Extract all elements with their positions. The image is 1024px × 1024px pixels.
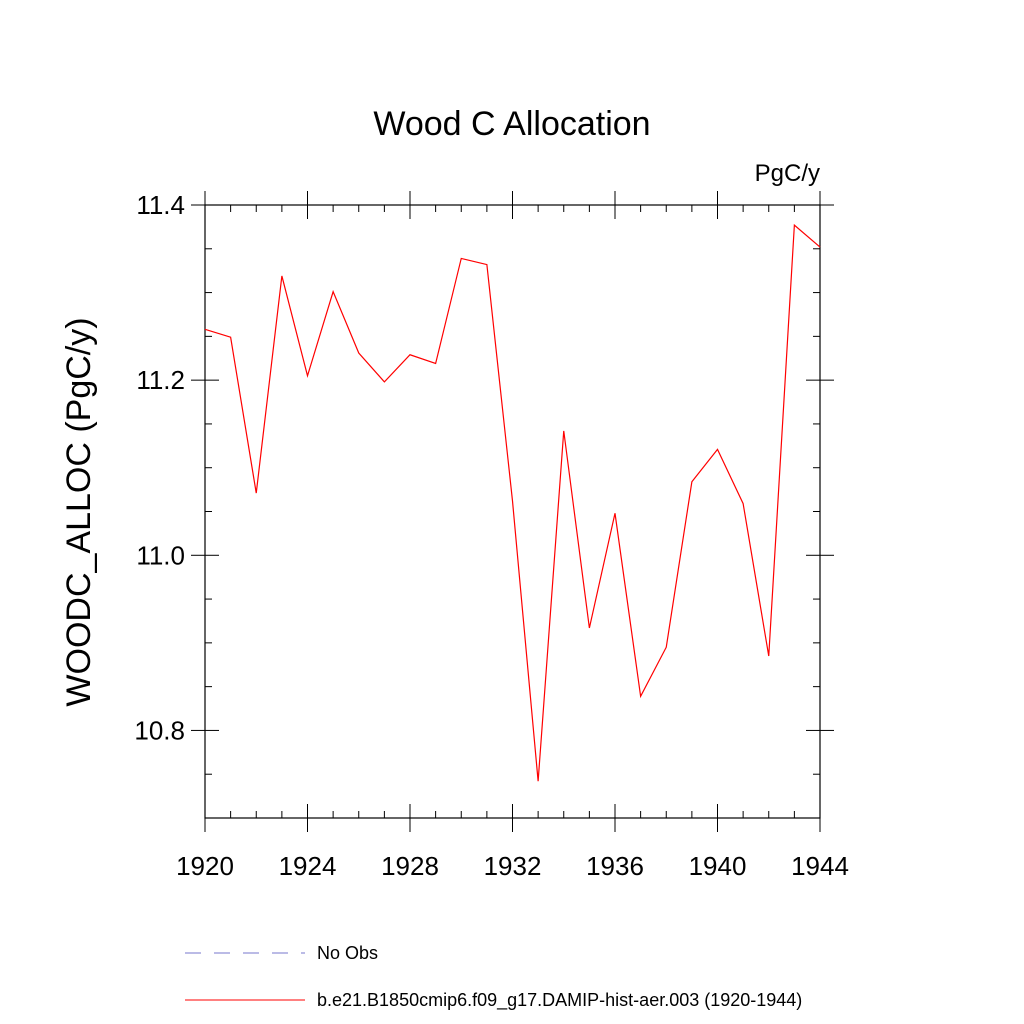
chart-title: Wood C Allocation (373, 105, 650, 143)
units-label: PgC/y (755, 160, 820, 187)
y-tick-label: 10.8 (134, 715, 185, 745)
y-tick-label: 11.4 (136, 190, 185, 220)
y-axis-label: WOODC_ALLOC (PgC/y) (60, 317, 98, 706)
y-tick-label: 11.2 (136, 365, 185, 395)
legend-label: b.e21.B1850cmip6.f09_g17.DAMIP-hist-aer.… (317, 990, 802, 1011)
legend: No Obs b.e21.B1850cmip6.f09_g17.DAMIP-his… (185, 943, 802, 1011)
plot-frame (204, 204, 821, 819)
x-tick-label: 1944 (791, 851, 849, 881)
legend-label: No Obs (317, 943, 378, 963)
x-tick-label: 1940 (689, 851, 747, 881)
x-tick-label: 1936 (586, 851, 644, 881)
x-tick-label: 1924 (279, 851, 337, 881)
x-tick-label: 1920 (176, 851, 234, 881)
series-line (204, 223, 821, 782)
series-layer (204, 223, 821, 782)
x-tick-label: 1928 (381, 851, 439, 881)
y-axis-ticks: 10.8 11.0 11.2 11.4 (134, 190, 834, 819)
x-axis-ticks: 1920 1924 1928 1932 1936 1940 1944 (176, 191, 849, 881)
x-tick-label: 1932 (484, 851, 542, 881)
y-tick-label: 11.0 (136, 540, 185, 570)
